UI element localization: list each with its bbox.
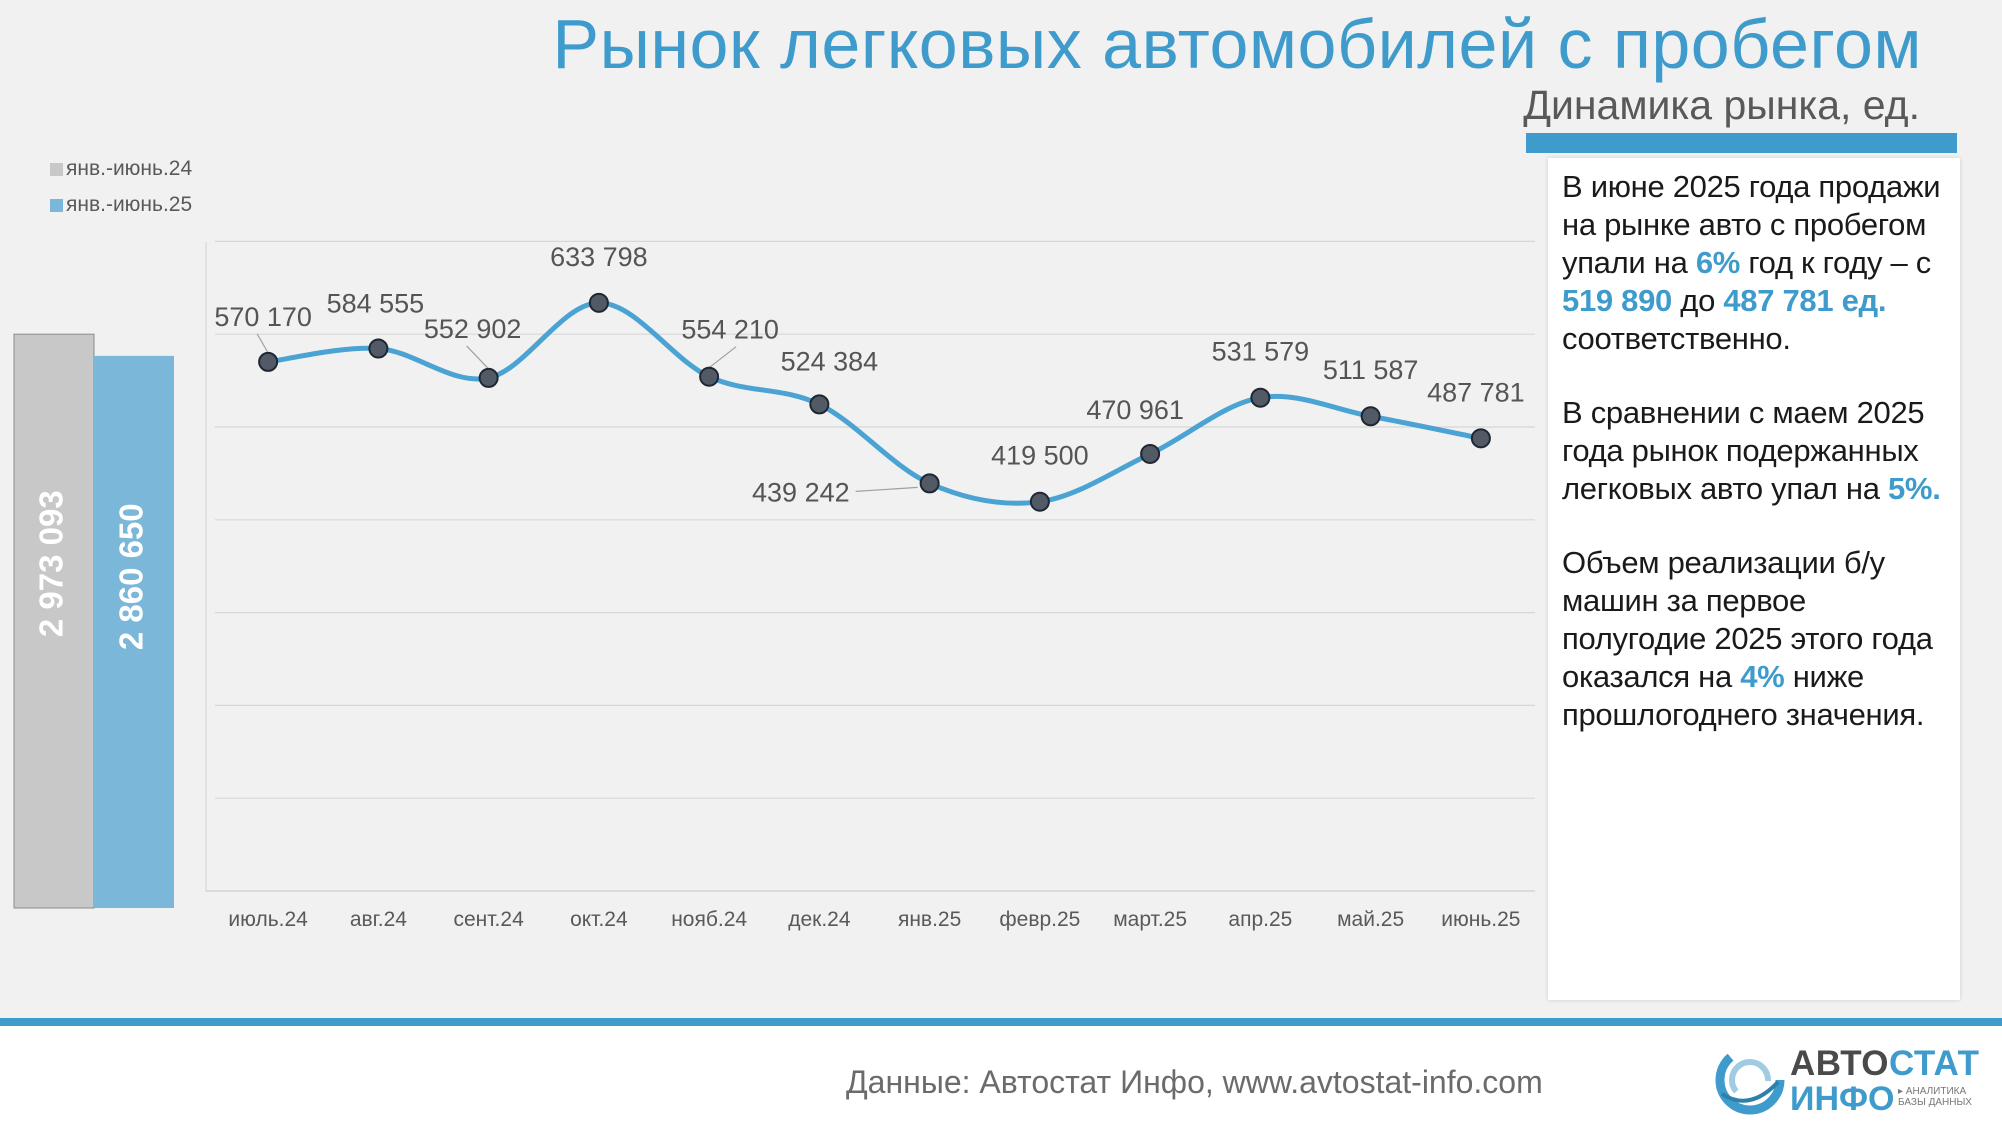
info-p2-text-a: В сравнении с маем 2025 года рынок подер… <box>1562 395 1925 506</box>
data-point-2 <box>478 367 499 388</box>
data-point-4 <box>699 366 720 387</box>
logo-word-info: ИНФО <box>1790 1080 1895 1118</box>
info-p1-highlight-2: 519 890 <box>1562 283 1672 318</box>
legend-swatch-2025 <box>50 198 63 212</box>
bar-1 <box>94 355 174 909</box>
data-label-3: 633 798 <box>550 242 648 272</box>
label-leader-4 <box>708 346 737 369</box>
label-leader-6 <box>855 486 918 492</box>
x-tick-label-9: апр.25 <box>1228 908 1292 931</box>
info-p1-text-a: В июне 2025 года продажи на рынке авто с… <box>1562 169 1941 280</box>
info-panel: В июне 2025 года продажи на рынке авто с… <box>1548 158 1960 1000</box>
legend-swatch-2024 <box>50 162 63 176</box>
legend-label-2024: янв.-июнь.24 <box>66 157 193 180</box>
info-p3-text-a: Объем реализации б/у машин за первое пол… <box>1562 545 1933 694</box>
data-point-8 <box>1140 443 1161 464</box>
data-point-10 <box>1360 406 1381 427</box>
info-p3-highlight-1: 4% <box>1740 659 1785 694</box>
x-tick-label-8: март.25 <box>1113 908 1187 931</box>
subtitle-underline <box>1526 133 1957 153</box>
market-chart: 2 973 093 2 860 650 570 170 июль.24 584 555 а… <box>13 240 1535 931</box>
bar-0 <box>13 333 95 909</box>
bar-value-label-1: 2 860 650 <box>113 503 150 650</box>
data-source: Данные: Автостат Инфо, www.avtostat-info… <box>846 1064 1543 1100</box>
bar-value-label-0: 2 973 093 <box>33 490 70 637</box>
x-tick-label-7: февр.25 <box>999 908 1080 931</box>
logo-tagline-2: БАЗЫ ДАННЫХ <box>1898 1097 1972 1108</box>
label-leader-2 <box>466 345 490 370</box>
data-label-4: 554 210 <box>681 315 779 345</box>
data-label-6: 439 242 <box>752 477 850 507</box>
logo-word-avto: АВТО <box>1790 1044 1889 1083</box>
data-point-0 <box>258 351 279 372</box>
x-tick-label-0: июль.24 <box>228 908 308 931</box>
legend-label-2025: янв.-июнь.25 <box>66 193 193 216</box>
legend-item-2024: янв.-июнь.24 <box>50 151 192 187</box>
data-point-1 <box>368 338 389 359</box>
info-paragraph-3: Объем реализации б/у машин за первое пол… <box>1562 544 1950 734</box>
info-paragraph-1: В июне 2025 года продажи на рынке авто с… <box>1562 168 1950 358</box>
data-label-9: 531 579 <box>1212 337 1310 367</box>
x-tick-label-2: сент.24 <box>453 908 524 931</box>
label-leader-0 <box>256 333 269 354</box>
data-point-7 <box>1029 491 1050 512</box>
info-p3-text-b: ниже прошлогоднего значения. <box>1562 659 1925 732</box>
info-p1-highlight-1: 6% <box>1695 245 1741 280</box>
chart-legend: янв.-июнь.24 янв.-июнь.25 <box>50 151 192 223</box>
data-point-3 <box>588 292 609 313</box>
info-p1-highlight-3: 487 781 ед. <box>1723 283 1887 318</box>
page-title: Рынок легковых автомобилей с пробегом <box>552 5 1922 83</box>
logo-swirl-icon <box>1715 1045 1785 1115</box>
footer-divider <box>0 1018 2002 1026</box>
data-label-1: 584 555 <box>327 289 425 319</box>
logo-word-avtostat: АВТОСТАТ <box>1790 1044 1979 1084</box>
logo-tagline-1: ▸ АНАЛИТИКА <box>1898 1086 1967 1097</box>
data-point-5 <box>809 394 830 415</box>
logo-tagline: ▸ АНАЛИТИКА БАЗЫ ДАННЫХ <box>1898 1086 1972 1108</box>
data-label-5: 524 384 <box>781 346 879 376</box>
x-tick-label-3: окт.24 <box>570 908 628 931</box>
page-subtitle: Динамика рынка, ед. <box>1523 82 1920 128</box>
legend-item-2025: янв.-июнь.25 <box>50 187 192 223</box>
data-label-7: 419 500 <box>991 441 1089 471</box>
x-tick-label-11: июнь.25 <box>1441 908 1520 931</box>
data-label-11: 487 781 <box>1427 377 1525 407</box>
info-p1-text-b: год к году – с <box>1740 245 1931 280</box>
data-label-2: 552 902 <box>424 314 522 344</box>
x-tick-label-5: дек.24 <box>788 908 851 931</box>
x-tick-label-6: янв.25 <box>898 908 961 931</box>
data-label-0: 570 170 <box>214 302 312 332</box>
x-tick-label-4: нояб.24 <box>671 908 747 931</box>
data-label-8: 470 961 <box>1086 395 1184 425</box>
data-point-9 <box>1250 387 1271 408</box>
info-paragraph-2: В сравнении с маем 2025 года рынок подер… <box>1562 394 1950 508</box>
data-point-11 <box>1470 428 1491 449</box>
info-p1-text-c: до <box>1671 283 1724 318</box>
data-label-10: 511 587 <box>1323 355 1419 385</box>
logo-word-stat: СТАТ <box>1888 1044 1980 1083</box>
avtostat-logo: АВТОСТАТ ИНФО ▸ АНАЛИТИКА БАЗЫ ДАННЫХ <box>1712 1040 1979 1118</box>
info-p1-text-d: соответственно. <box>1562 321 1791 356</box>
footer <box>0 1026 2002 1132</box>
data-point-6 <box>919 473 940 494</box>
x-tick-label-10: май.25 <box>1337 908 1404 931</box>
info-p2-highlight-1: 5%. <box>1887 471 1941 506</box>
x-tick-label-1: авг.24 <box>350 908 407 931</box>
